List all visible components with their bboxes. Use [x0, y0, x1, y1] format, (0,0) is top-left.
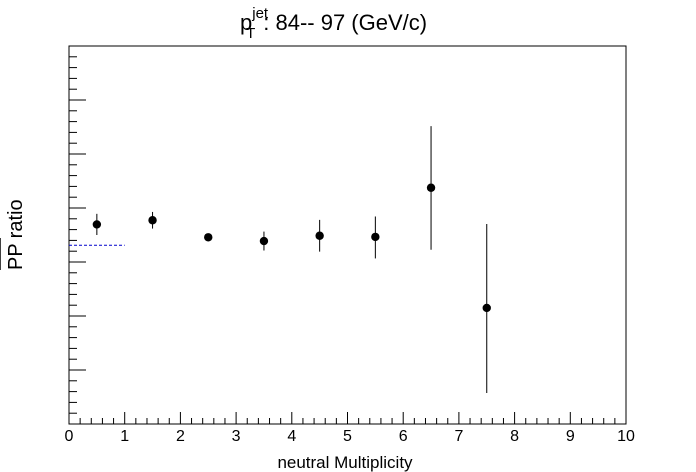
data-point — [148, 216, 157, 225]
x-tick-label: 5 — [343, 428, 352, 445]
data-point — [482, 303, 491, 313]
y-axis-label: PP ratio — [0, 199, 27, 270]
data-point — [371, 232, 380, 242]
x-tick-label: 9 — [566, 428, 575, 445]
x-tick-label: 7 — [454, 428, 463, 445]
x-tick-label: 3 — [232, 428, 241, 445]
y-axis-label-fraction: PP — [5, 243, 27, 270]
axes: 0 1 2 3 4 5 6 7 8 9 10 — [65, 45, 635, 445]
data-point — [259, 236, 269, 246]
title-rest: : 84-- 97 (GeV/c) — [263, 10, 427, 35]
x-tick-label: 2 — [176, 428, 185, 445]
svg-text:PPratio: PP ratio — [5, 199, 27, 270]
plot-frame — [68, 45, 627, 425]
data-points — [92, 126, 491, 394]
x-axis-label: neutral Multiplicity — [277, 453, 413, 472]
x-tick-label: 1 — [120, 428, 129, 445]
x-tick-label: 4 — [287, 428, 296, 445]
data-point — [426, 183, 436, 192]
title-main: p — [240, 10, 252, 35]
x-tick-label: 8 — [510, 428, 519, 445]
x-tick-label: 10 — [617, 428, 635, 445]
title-superscript: jet — [251, 5, 269, 22]
chart-title: pjet T : 84-- 97 (GeV/c) — [240, 5, 427, 42]
title-subscript: T — [246, 25, 255, 42]
data-point — [315, 231, 324, 240]
y-axis-label-word: ratio — [5, 199, 27, 238]
x-tick-label: 0 — [65, 428, 74, 445]
data-point — [92, 220, 102, 229]
data-point — [204, 233, 213, 242]
x-tick-label: 6 — [399, 428, 408, 445]
